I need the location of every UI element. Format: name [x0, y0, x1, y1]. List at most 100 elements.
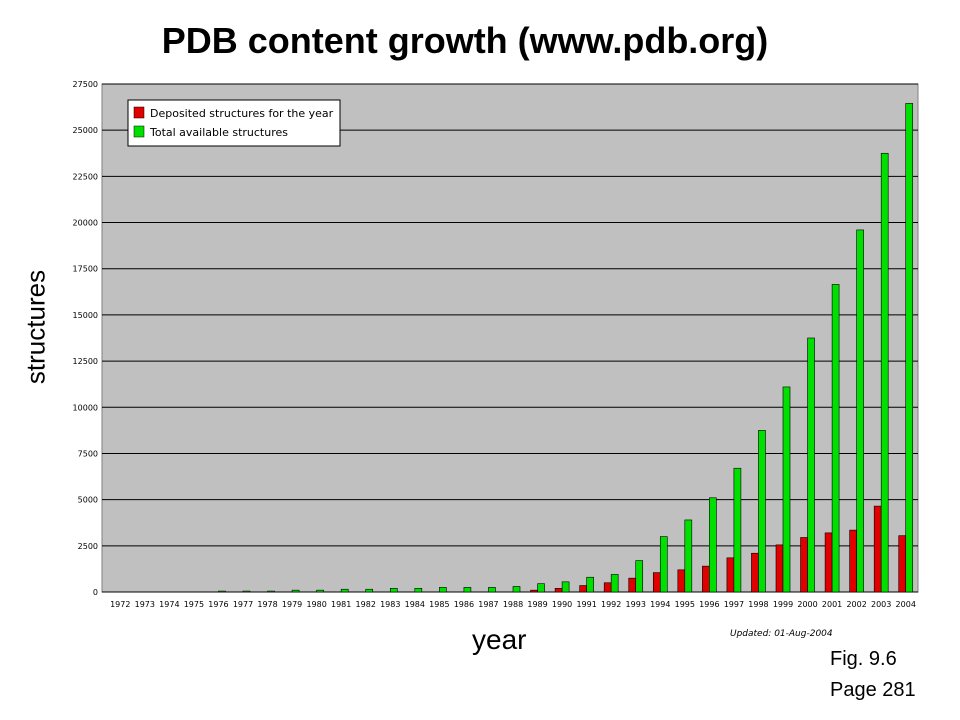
y-tick-label: 15000 — [73, 311, 98, 320]
x-tick-label: 1992 — [601, 600, 621, 609]
bar-deposited — [628, 577, 637, 593]
y-tick-label: 22500 — [73, 172, 98, 181]
x-tick-label: 2004 — [896, 600, 916, 609]
x-tick-label: 1982 — [356, 600, 376, 609]
x-tick-label: 1987 — [478, 600, 498, 609]
y-tick-label: 27500 — [73, 80, 98, 89]
x-tick-label: 1981 — [331, 600, 351, 609]
bar-deposited — [652, 572, 661, 593]
x-tick-label: 1993 — [626, 600, 646, 609]
y-tick-label: 5000 — [78, 496, 98, 505]
bar-deposited — [751, 552, 759, 593]
y-tick-label: 0 — [93, 588, 98, 597]
bar-total — [733, 467, 742, 593]
bar-deposited — [800, 537, 808, 593]
bar-total — [488, 587, 496, 593]
bar-total — [414, 588, 423, 593]
bar-total — [316, 589, 324, 593]
x-tick-label: 1978 — [257, 600, 277, 609]
figure-label: Fig. 9.6 — [830, 648, 897, 670]
x-tick-label: 1986 — [454, 600, 474, 609]
bar-total — [242, 590, 251, 593]
legend-swatch-deposited — [133, 106, 145, 119]
bar-total — [512, 586, 521, 593]
x-tick-label: 1975 — [184, 600, 204, 609]
x-tick-label: 1995 — [675, 600, 695, 609]
bar-deposited — [677, 569, 686, 593]
legend-box — [127, 99, 341, 147]
x-tick-label: 1997 — [724, 600, 744, 609]
bar-total — [463, 587, 472, 593]
bar-deposited — [849, 529, 857, 593]
bar-deposited — [702, 565, 710, 593]
plot-area — [101, 83, 919, 593]
bar-total — [684, 519, 693, 593]
bar-total — [439, 587, 447, 593]
bar-total — [291, 589, 300, 593]
bar-deposited — [554, 588, 563, 593]
bar-deposited — [824, 532, 833, 593]
x-tick-label: 1973 — [135, 600, 155, 609]
x-tick-label: 1984 — [405, 600, 425, 609]
y-tick-labels: 0 2500 5000 7500 10000 12500 15000 17500 20000 22… — [73, 80, 98, 597]
x-tick-label: 1974 — [159, 600, 179, 609]
bar-total — [831, 284, 840, 593]
y-tick-label: 12500 — [73, 357, 98, 366]
gridlines — [102, 83, 918, 593]
bar-total — [218, 590, 226, 593]
x-tick-label: 2001 — [822, 600, 842, 609]
x-tick-label: 1983 — [380, 600, 400, 609]
y-tick-label: 2500 — [78, 542, 98, 551]
x-tick-label: 2002 — [846, 600, 866, 609]
bar-deposited — [579, 585, 587, 593]
x-tick-labels: 1972 1973 1974 1975 1976 1977 1978 1979 1980 1981… — [110, 600, 916, 609]
bar-total — [340, 588, 349, 593]
bars — [218, 103, 914, 593]
page-label: Page 281 — [830, 679, 916, 701]
x-tick-label: 2000 — [797, 600, 817, 609]
x-tick-label: 1985 — [429, 600, 449, 609]
x-tick-label: 1977 — [233, 600, 253, 609]
updated-annotation: Updated: 01-Aug-2004 — [730, 629, 833, 639]
x-axis-title: year — [472, 624, 527, 655]
bar-deposited — [726, 557, 735, 593]
y-tick-label: 7500 — [78, 449, 98, 458]
legend-swatch-total — [133, 125, 145, 138]
y-tick-label: 20000 — [73, 219, 98, 228]
bar-total — [856, 229, 864, 593]
bar-total — [365, 588, 374, 593]
bar-total — [537, 583, 545, 593]
x-tick-label: 1979 — [282, 600, 302, 609]
bar-total — [267, 590, 275, 593]
x-tick-label: 1996 — [699, 600, 719, 609]
x-tick-label: 1998 — [748, 600, 768, 609]
x-tick-label: 1991 — [576, 600, 596, 609]
bar-deposited — [530, 589, 538, 593]
bar-deposited — [603, 582, 612, 593]
y-tick-label: 25000 — [73, 126, 98, 135]
x-tick-label: 1989 — [527, 600, 547, 609]
legend: Deposited structures for the year Total … — [127, 99, 341, 147]
bar-total — [905, 103, 914, 593]
y-tick-label: 10000 — [73, 403, 98, 412]
bar-total — [782, 386, 791, 593]
bar-total — [709, 497, 717, 593]
bar-total — [807, 337, 815, 593]
bar-deposited — [775, 544, 784, 593]
bar-deposited — [873, 505, 882, 593]
y-tick-label: 17500 — [73, 265, 98, 274]
bar-total — [389, 588, 398, 593]
legend-label-deposited: Deposited structures for the year — [150, 107, 334, 120]
y-axis-title: structures — [20, 269, 51, 385]
bar-total — [659, 536, 668, 593]
bar-total — [561, 581, 570, 593]
x-tick-label: 1999 — [773, 600, 793, 609]
x-tick-label: 1976 — [208, 600, 228, 609]
legend-label-total: Total available structures — [149, 126, 288, 139]
x-tick-label: 2003 — [871, 600, 891, 609]
bar-deposited — [898, 535, 907, 593]
x-tick-label: 1990 — [552, 600, 572, 609]
x-tick-label: 1994 — [650, 600, 670, 609]
slide-title: PDB content growth (www.pdb.org) — [161, 20, 769, 61]
